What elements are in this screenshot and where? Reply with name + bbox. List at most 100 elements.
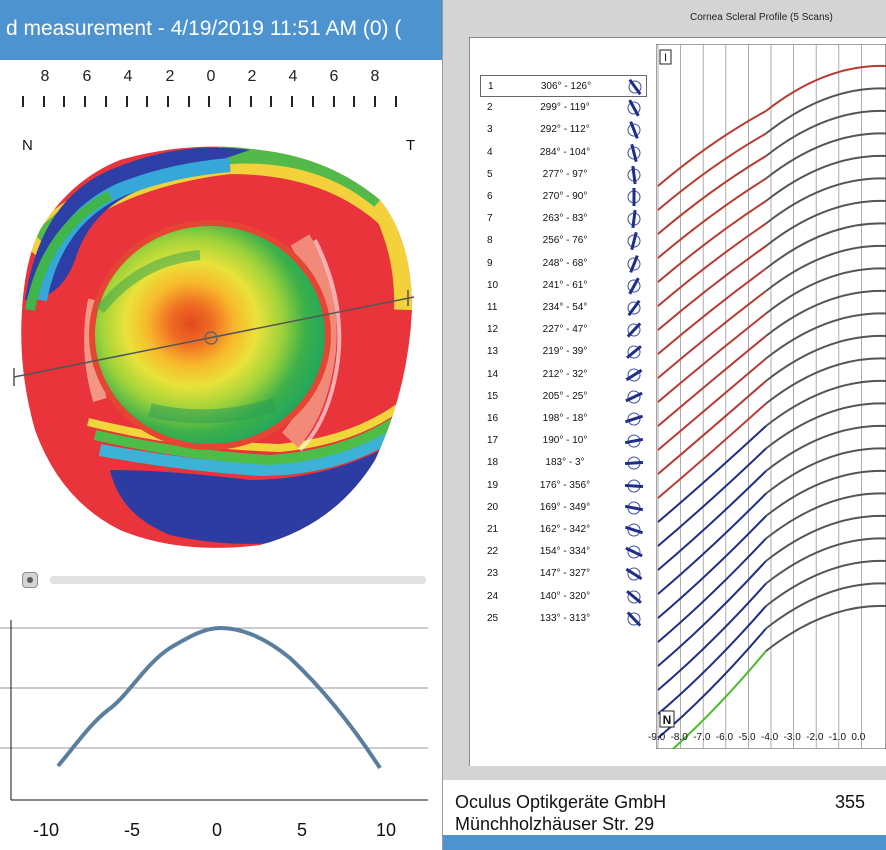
- scan-number: 9: [487, 257, 493, 269]
- scan-curve-central: [765, 177, 886, 225]
- scan-curve-central: [765, 222, 886, 270]
- scan-row[interactable]: 9 248° - 68°: [480, 253, 647, 275]
- meridian-icon: [627, 121, 641, 140]
- scale-label: 0: [206, 68, 216, 85]
- scale-tick: [208, 96, 211, 107]
- meridian-icon: [627, 188, 641, 206]
- scan-row[interactable]: 11 234° - 54°: [480, 297, 647, 319]
- scan-curve-peripheral: [657, 335, 767, 427]
- top-marker-box: [659, 49, 672, 65]
- meridian-icon: [627, 277, 641, 295]
- scale-label: 4: [123, 68, 133, 85]
- scan-row[interactable]: 21 162° - 342°: [480, 519, 647, 541]
- scan-angle: 277° - 97°: [542, 168, 588, 180]
- scan-curve-central: [765, 537, 886, 585]
- scan-angle: 219° - 39°: [542, 346, 588, 358]
- scan-angle: 183° - 3°: [545, 457, 585, 469]
- meridian-icon: [624, 412, 644, 426]
- scan-row[interactable]: 13 219° - 39°: [480, 341, 647, 363]
- scan-curve-central: [765, 109, 886, 157]
- scan-curve-central: [765, 132, 886, 180]
- scan-angle: 292° - 112°: [540, 124, 590, 136]
- profile-x-tick-label: 0.0: [851, 732, 866, 743]
- scan-curve-peripheral: [657, 425, 767, 523]
- scan-curve-peripheral: [671, 650, 767, 749]
- scan-number: 5: [487, 168, 493, 180]
- temporal-label: T: [406, 137, 416, 154]
- scan-number: 22: [487, 546, 499, 558]
- meridian-slider-handle[interactable]: [22, 572, 38, 588]
- scale-tick: [332, 96, 335, 107]
- scan-row[interactable]: 15 205° - 25°: [480, 386, 647, 408]
- scan-angle: 234° - 54°: [542, 302, 588, 313]
- scan-row[interactable]: 8 256° - 76°: [480, 230, 647, 252]
- scan-curve-central: [765, 582, 886, 630]
- scale-tick: [84, 96, 87, 107]
- meridian-icon: [627, 165, 641, 184]
- scan-angle: 212° - 32°: [542, 368, 588, 380]
- scan-row[interactable]: 25 133° - 313°: [480, 608, 647, 630]
- scan-angle: 299° - 119°: [540, 102, 590, 114]
- scan-row[interactable]: 10 241° - 61°: [480, 275, 647, 297]
- meridian-icon: [625, 368, 643, 382]
- scale-tick: [104, 96, 107, 107]
- scan-curve-central: [765, 334, 886, 382]
- profile-x-tick-label: -9.0: [648, 732, 666, 743]
- scan-row[interactable]: 23 147° - 327°: [480, 563, 647, 585]
- scan-curve-central: [765, 289, 886, 337]
- scan-row[interactable]: 22 154° - 334°: [480, 541, 647, 563]
- scan-row[interactable]: 19 176° - 356°: [480, 475, 647, 497]
- scan-row[interactable]: 4 284° - 104°: [480, 142, 647, 164]
- meridian-icon: [624, 456, 644, 470]
- window-title-bar: d measurement - 4/19/2019 11:51 AM (0) (: [0, 0, 442, 60]
- scan-angle: 256° - 76°: [542, 235, 588, 247]
- scan-number: 6: [487, 191, 493, 202]
- scale-tick: [22, 96, 24, 107]
- scan-angle: 227° - 47°: [542, 324, 588, 336]
- scan-number: 10: [487, 279, 499, 291]
- meridian-icon: [626, 322, 642, 338]
- scan-row[interactable]: 24 140° - 320°: [480, 586, 647, 608]
- scan-row[interactable]: 1 306° - 126°: [480, 75, 647, 97]
- scan-curve-central: [765, 87, 886, 135]
- bottom-marker-box: [659, 710, 675, 728]
- profile-title: Cornea Scleral Profile (5 Scans): [690, 12, 833, 23]
- scan-row[interactable]: 20 169° - 349°: [480, 497, 647, 519]
- scan-number: 25: [487, 612, 499, 624]
- scale-tick: [249, 96, 252, 107]
- scan-row[interactable]: 16 198° - 18°: [480, 408, 647, 430]
- meridian-icon: [627, 254, 641, 273]
- scan-curve-peripheral: [657, 447, 767, 547]
- scan-number: 15: [487, 390, 499, 402]
- scan-row[interactable]: 7 263° - 83°: [480, 208, 647, 230]
- meridian-icon: [624, 501, 644, 515]
- scan-angle: 176° - 356°: [539, 479, 591, 491]
- scale-tick: [125, 96, 128, 107]
- scan-row[interactable]: 17 190° - 10°: [480, 430, 647, 452]
- meridian-slider-track[interactable]: [50, 576, 426, 584]
- scale-tick: [291, 96, 294, 107]
- scale-label: 8: [370, 68, 380, 85]
- scan-row[interactable]: 3 292° - 112°: [480, 119, 647, 141]
- scan-row[interactable]: 12 227° - 47°: [480, 319, 647, 341]
- scan-angle: 169° - 349°: [539, 501, 591, 513]
- scan-number: 17: [487, 435, 499, 447]
- scale-tick: [270, 96, 273, 107]
- scan-curve-peripheral: [657, 357, 767, 451]
- scan-curve-central: [765, 402, 886, 450]
- scan-curve-peripheral: [657, 245, 767, 331]
- scale-label: 6: [82, 68, 92, 85]
- scan-row[interactable]: 14 212° - 32°: [480, 364, 647, 386]
- scan-row[interactable]: 18 183° - 3°: [480, 452, 647, 474]
- scan-curve-peripheral: [657, 177, 767, 259]
- scan-row[interactable]: 6 270° - 90°: [480, 186, 647, 208]
- scan-angle: 190° - 10°: [542, 435, 588, 447]
- scale-label: 8: [40, 68, 50, 85]
- scan-row[interactable]: 5 277° - 97°: [480, 164, 647, 186]
- scale-label: 6: [329, 68, 339, 85]
- top-marker: I: [664, 52, 667, 64]
- scan-curve-central: [765, 244, 886, 292]
- scan-curve-peripheral: [657, 492, 767, 595]
- scan-row[interactable]: 2 299° - 119°: [480, 97, 647, 119]
- scan-curve-central: [765, 514, 886, 562]
